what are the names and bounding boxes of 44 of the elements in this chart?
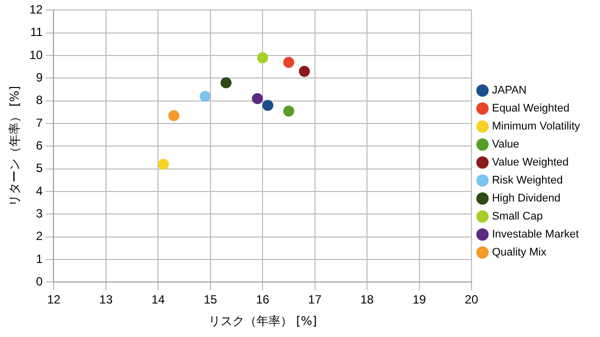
legend-label: JAPAN (492, 84, 527, 97)
legend-label: Value (492, 138, 520, 151)
point (220, 77, 232, 88)
y-tick-label: 9 (36, 70, 44, 85)
legend-label: Small Cap (492, 210, 543, 223)
point (158, 158, 169, 170)
y-tick-label: 12 (29, 2, 44, 17)
x-tick-label: 17 (308, 292, 322, 307)
x-tick-label: 13 (99, 292, 113, 307)
x-tick-label: 18 (360, 292, 374, 307)
y-tick-label: 11 (30, 25, 44, 40)
y-tick-label: 2 (36, 229, 44, 244)
x-tick-label: 15 (204, 292, 218, 307)
point (298, 66, 310, 77)
legend-label: Risk Weighted (492, 174, 563, 187)
legend-label: Value Weighted (492, 156, 569, 169)
y-axis-title: リターン（年率） [%] (7, 86, 22, 206)
x-tick-label: 12 (47, 292, 61, 307)
y-tick-label: 6 (36, 138, 44, 153)
legend-label: Equal Weighted (492, 102, 570, 115)
x-axis-title: リスク（年率） [%] (208, 314, 317, 328)
point (257, 52, 268, 64)
point (283, 106, 294, 117)
y-tick-label: 5 (36, 161, 44, 176)
y-tick-label: 8 (36, 93, 44, 108)
legend-label: Minimum Volatility (492, 120, 580, 133)
y-tick-label: 7 (36, 116, 44, 130)
y-tick-label: 1 (36, 252, 44, 266)
legend-label: High Dividend (492, 192, 560, 205)
y-tick-label: 0 (36, 274, 44, 289)
x-tick-label: 20 (464, 292, 478, 307)
legend-label: Investable Market (492, 228, 579, 241)
legend-label: Quality Mix (492, 246, 547, 259)
y-tick-label: 4 (36, 184, 44, 198)
x-tick-label: 16 (256, 292, 270, 307)
x-tick-label: 14 (152, 292, 166, 307)
point (252, 93, 263, 104)
y-tick-label: 3 (36, 206, 44, 221)
point (168, 110, 180, 122)
y-tick-label: 10 (29, 48, 44, 62)
point (262, 100, 274, 111)
x-tick-label: 19 (412, 292, 426, 307)
point (283, 56, 294, 68)
point (200, 90, 211, 102)
